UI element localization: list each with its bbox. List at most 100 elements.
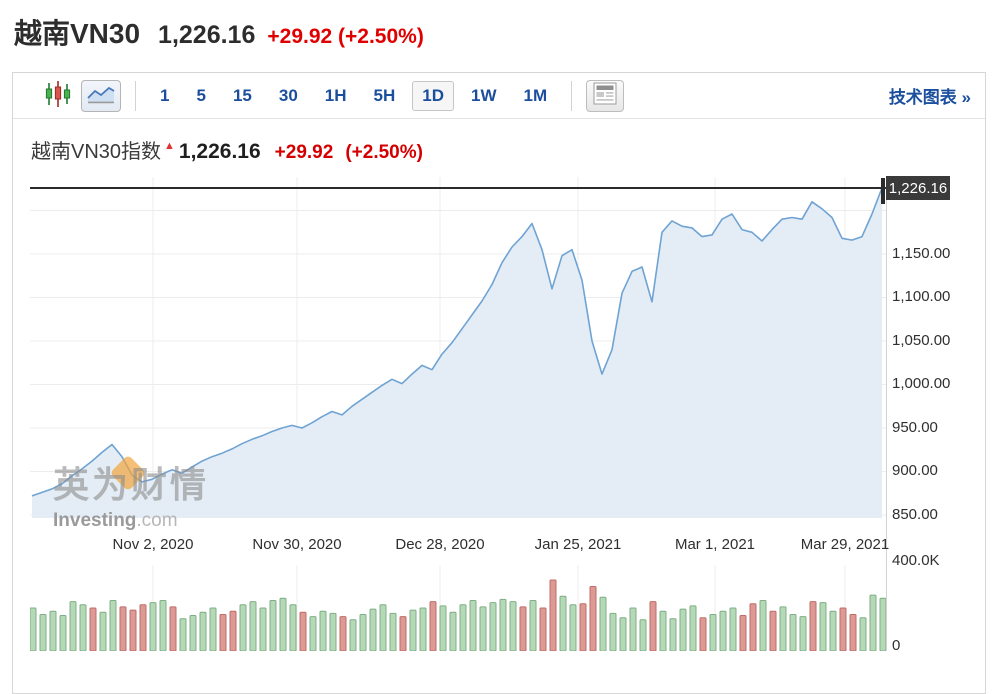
volume-bar [489,602,497,651]
volume-bar [589,586,597,651]
y-axis-label: 1,050.00 [892,332,951,349]
volume-bar [879,597,886,651]
last-price-badge: 1,226.16 [886,176,950,200]
instrument-price: 1,226.16 [158,21,256,49]
volume-bar [599,596,607,651]
toolbar-divider [571,80,573,111]
news-panel-button[interactable] [586,79,625,112]
volume-bar [419,607,427,651]
volume-bar [509,601,517,651]
volume-bar [819,602,827,651]
chart-toolbar: 1 5 15 30 1H 5H 1D 1W 1M 技术图表 » [13,73,985,119]
volume-chart-plot[interactable] [30,565,886,651]
timeframe-1W[interactable]: 1W [461,81,507,111]
y-axis-line [886,177,887,651]
volume-bar [139,604,147,651]
timeframe-15[interactable]: 15 [223,81,262,111]
y-axis-label: 1,000.00 [892,375,951,392]
y-axis-label: 1,150.00 [892,245,951,262]
up-arrow-icon: ▲ [164,140,175,152]
timeframe-1[interactable]: 1 [150,81,179,111]
price-chart-plot[interactable] [30,177,886,518]
volume-bar [719,610,727,651]
candlestick-chart-button[interactable] [41,80,75,112]
volume-bar [429,601,437,651]
volume-bar [769,610,777,651]
y-axis-label: 950.00 [892,419,938,436]
chart-title-text: 越南VN30指数 [31,141,162,163]
volume-bar [689,605,697,651]
volume-bar [739,615,747,651]
volume-bar [59,615,67,651]
volume-bar [99,611,107,651]
volume-bar [199,611,207,651]
toolbar-divider [135,80,136,111]
volume-bar [529,600,537,651]
current-bar-marker [881,178,885,204]
volume-bar [579,603,587,651]
volume-bar [309,616,317,651]
volume-bar [89,607,97,651]
instrument-name: 越南VN30 [14,18,141,49]
volume-bar [539,607,547,651]
timeframe-1H[interactable]: 1H [315,81,357,111]
volume-bar [549,579,557,651]
candlestick-icon [43,79,73,112]
instrument-header: 越南VN30 1,226.16 +29.92 (+2.50%) [14,12,424,52]
area-chart-button[interactable] [81,79,121,112]
volume-bar [669,618,677,651]
volume-bar [279,597,287,651]
timeframe-5H[interactable]: 5H [364,81,406,111]
timeframe-1D[interactable]: 1D [412,80,454,111]
volume-bar [389,612,397,651]
y-axis-label: 1,100.00 [892,288,951,305]
volume-bar [249,601,257,651]
volume-bar [189,615,197,651]
timeframe-30[interactable]: 30 [269,81,308,111]
volume-bar [30,607,37,651]
x-axis-label: Dec 28, 2020 [395,536,485,553]
technical-chart-link[interactable]: 技术图表 » [888,88,971,107]
volume-bar [109,600,117,651]
y-axis-label: 850.00 [892,506,938,523]
y-axis-label: 0 [892,637,901,654]
volume-bar [709,614,717,651]
volume-bar [339,616,347,651]
volume-bar [49,610,57,651]
chart-widget: 1 5 15 30 1H 5H 1D 1W 1M 技术图表 » 越南VN30指数 ▲ 1,226… [12,72,986,694]
volume-bar [239,604,247,651]
volume-bar [779,606,787,651]
volume-bar [399,616,407,651]
x-axis-label: Jan 25, 2021 [534,536,622,553]
volume-bar [229,610,237,651]
volume-bar [759,600,767,651]
volume-bar [359,614,367,651]
volume-bar [79,604,87,651]
instrument-change: +29.92 (+2.50%) [267,25,424,48]
volume-bar [829,610,837,651]
volume-bar [449,611,457,651]
x-axis-label: Nov 30, 2020 [252,536,342,553]
volume-bar [479,606,487,651]
volume-bar [379,604,387,651]
y-axis-label: 400.0K [892,552,940,569]
chart-last-price: 1,226.16 [178,140,261,163]
timeframe-1M[interactable]: 1M [513,81,557,111]
volume-bar [729,607,737,651]
volume-bar [609,612,617,651]
volume-bar [319,610,327,651]
volume-bar [629,607,637,651]
volume-bar [699,617,707,651]
volume-bar [839,607,847,651]
area-chart-icon [86,83,116,108]
volume-bar [679,608,687,651]
volume-bar [789,614,797,651]
volume-bar [269,600,277,651]
volume-bar [869,594,877,651]
volume-bar [349,619,357,651]
volume-bar [329,612,337,651]
volume-bar [809,601,817,651]
volume-bar [69,601,77,651]
timeframe-5[interactable]: 5 [186,81,215,111]
volume-bar [209,607,217,651]
